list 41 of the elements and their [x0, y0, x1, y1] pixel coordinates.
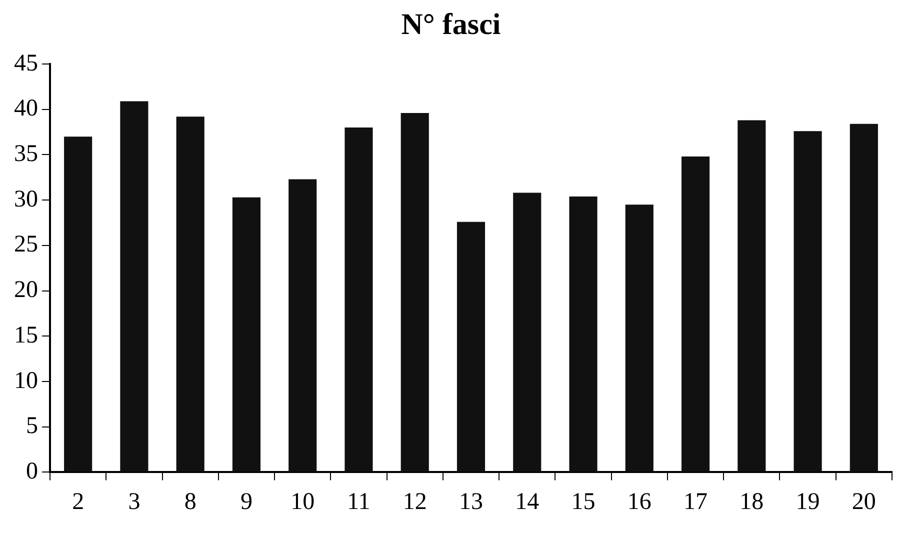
y-tick-label: 10: [14, 368, 38, 394]
y-tick-label: 45: [14, 50, 38, 76]
bar: [344, 128, 373, 472]
x-tick-label: 17: [684, 488, 708, 515]
y-tick-label: 15: [14, 322, 38, 348]
x-tick-label: 3: [128, 488, 140, 515]
bar: [738, 120, 766, 472]
y-tick-label: 35: [14, 141, 38, 168]
bar: [120, 101, 148, 472]
x-tick-label: 11: [347, 488, 370, 515]
y-tick-label: 0: [26, 458, 38, 484]
bar: [400, 112, 429, 472]
x-tick-label: 16: [627, 488, 652, 515]
x-tick-label: 9: [240, 488, 252, 515]
x-tick-label: 19: [796, 488, 820, 515]
bar: [232, 197, 260, 472]
x-tick-label: 12: [402, 488, 427, 515]
bar: [794, 131, 822, 472]
x-tick-label: 14: [515, 488, 540, 515]
bar: [456, 222, 486, 472]
bar: [176, 116, 204, 472]
bar: [850, 124, 878, 472]
y-tick-label: 5: [26, 413, 38, 440]
x-tick-label: 20: [852, 488, 876, 515]
x-tick-label: 8: [184, 488, 196, 515]
bar: [513, 192, 542, 472]
y-tick-label: 40: [14, 96, 38, 122]
chart-title: N° fasci: [401, 8, 501, 41]
bar: [569, 196, 598, 472]
bar: [64, 136, 92, 472]
x-tick-label: 15: [571, 488, 596, 515]
x-tick-label: 10: [290, 488, 315, 515]
x-tick-label: 13: [459, 488, 483, 515]
y-tick-label: 30: [14, 186, 38, 212]
bar: [288, 179, 317, 472]
y-tick-label: 20: [14, 277, 38, 304]
bar: [682, 156, 710, 472]
x-tick-label: 18: [740, 488, 764, 515]
y-tick-label: 25: [14, 232, 38, 258]
bar: [625, 204, 654, 472]
x-tick-label: 2: [72, 488, 84, 515]
